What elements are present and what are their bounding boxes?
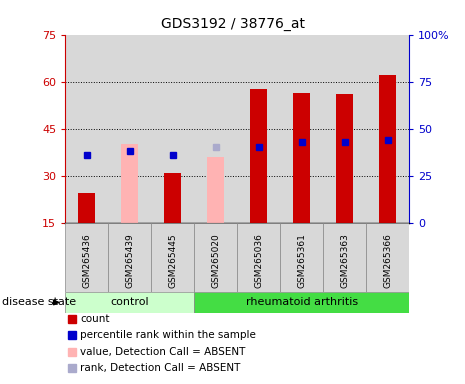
Bar [164, 172, 181, 223]
Text: GSM265366: GSM265366 [383, 233, 392, 288]
Text: count: count [80, 314, 109, 324]
Text: GDS3192 / 38776_at: GDS3192 / 38776_at [160, 17, 305, 31]
Bar [366, 223, 409, 292]
Bar [121, 144, 138, 223]
Bar [280, 35, 323, 223]
Text: GSM265361: GSM265361 [297, 233, 306, 288]
Bar [108, 35, 151, 223]
Bar [336, 94, 353, 223]
Bar [237, 223, 280, 292]
Bar [151, 35, 194, 223]
Text: GSM265445: GSM265445 [168, 233, 177, 288]
Bar [323, 35, 366, 223]
Bar [65, 223, 108, 292]
Bar [65, 35, 108, 223]
Text: GSM265436: GSM265436 [82, 233, 91, 288]
Bar [108, 223, 151, 292]
Bar [65, 292, 194, 313]
Text: GSM265439: GSM265439 [125, 233, 134, 288]
Bar [194, 223, 237, 292]
Bar [250, 89, 267, 223]
Bar [379, 75, 396, 223]
Text: GSM265020: GSM265020 [211, 233, 220, 288]
Bar [237, 35, 280, 223]
Text: rank, Detection Call = ABSENT: rank, Detection Call = ABSENT [80, 363, 240, 373]
Text: value, Detection Call = ABSENT: value, Detection Call = ABSENT [80, 347, 246, 357]
Text: percentile rank within the sample: percentile rank within the sample [80, 330, 256, 340]
Text: GSM265363: GSM265363 [340, 233, 349, 288]
Bar [280, 223, 323, 292]
Bar [194, 35, 237, 223]
Text: GSM265036: GSM265036 [254, 233, 263, 288]
Bar [293, 93, 310, 223]
Bar [323, 223, 366, 292]
Bar [366, 35, 409, 223]
Text: control: control [110, 297, 149, 308]
Bar [151, 223, 194, 292]
Bar [194, 292, 409, 313]
Text: disease state: disease state [2, 297, 76, 308]
Text: rheumatoid arthritis: rheumatoid arthritis [246, 297, 358, 308]
Bar [207, 157, 224, 223]
Bar [78, 193, 95, 223]
